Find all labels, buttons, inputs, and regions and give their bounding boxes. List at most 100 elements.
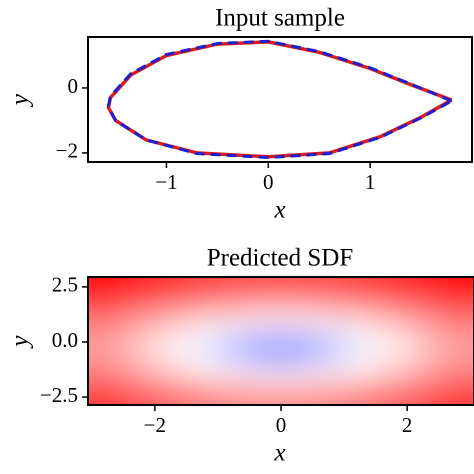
heatmap-cell [312,374,345,391]
heatmap-cell [312,309,345,327]
heatmap-cell [375,374,408,391]
heatmap-cell [186,293,219,311]
heatmap-cell [281,326,314,343]
heatmap-cell [217,357,250,375]
heatmap-cell [375,357,408,375]
heatmap-cell [407,357,440,375]
axes-frame [87,36,473,163]
heatmap-cell [217,326,250,343]
heatmap-cell [154,390,187,405]
heatmap-cell [154,374,187,391]
heatmap-cell [407,374,440,391]
heatmap-cell [123,326,156,343]
heatmap-cell [407,326,440,343]
x-axis-label: x [273,440,285,467]
heatmap-cell [123,293,156,311]
heatmap-cells [88,277,474,405]
plot-area [88,277,474,405]
heatmap-cell [154,341,187,359]
heatmap-cell [312,341,345,359]
x-tick-label: 2 [402,413,413,437]
heatmap-cell [186,390,219,405]
heatmap-cell [407,341,440,359]
heatmap-cell [375,309,408,327]
heatmap-cell [186,277,219,295]
chart-title: Predicted SDF [207,245,354,272]
heatmap-cell [249,374,282,391]
heatmap-cell [88,341,124,359]
heatmap-cell [249,309,282,327]
heatmap-cell [438,341,474,359]
heatmap-cell [88,326,124,343]
heatmap-cell [249,357,282,375]
heatmap-cell [88,309,124,327]
heatmap-cell [217,341,250,359]
y-axis-label: y [7,335,34,350]
heatmap-cell [88,374,124,391]
heatmap-cell [88,293,124,311]
curve [106,39,453,160]
heatmap-cell [312,326,345,343]
y-tick-label: 0.0 [52,328,78,352]
plot-area [106,39,453,160]
heatmap-cell [123,309,156,327]
heatmap-cell [375,341,408,359]
heatmap-cell [344,357,377,375]
heatmap-cell [375,326,408,343]
heatmap-cell [186,357,219,375]
heatmap-cell [344,374,377,391]
y-tick-label: 2.5 [52,273,78,297]
heatmap-cell [186,374,219,391]
y-tick-label: −2 [56,139,78,163]
heatmap-cell [186,341,219,359]
x-axis-label: x [273,197,285,224]
heatmap-cell [154,309,187,327]
heatmap-cell [186,309,219,327]
heatmap-cell [344,341,377,359]
x-tick-label: 1 [365,170,376,194]
heatmap-cell [281,277,314,295]
heatmap-cell [438,277,474,295]
heatmap-cell [438,357,474,375]
heatmap-cell [88,357,124,375]
heatmap-cell [217,309,250,327]
heatmap-cell [281,293,314,311]
heatmap-cell [438,374,474,391]
heatmap-cell [123,390,156,405]
heatmap-cell [344,390,377,405]
y-axis-label: y [7,93,34,108]
heatmap-cell [249,293,282,311]
heatmap-cell [344,309,377,327]
heatmap-cell [375,390,408,405]
heatmap-cell [249,390,282,405]
chart-title: Input sample [215,5,345,32]
heatmap-cell [154,277,187,295]
heatmap-cell [88,390,124,405]
heatmap-cell [281,341,314,359]
x-tick-label: 0 [276,413,287,437]
heatmap-cell [186,326,219,343]
heatmap-cell [407,309,440,327]
heatmap-cell [217,277,250,295]
heatmap-cell [123,357,156,375]
heatmap-cell [344,277,377,295]
heatmap-cell [217,374,250,391]
heatmap-cell [217,390,250,405]
heatmap-cell [249,277,282,295]
heatmap-cell [375,277,408,295]
heatmap-cell [312,357,345,375]
heatmap-cell [249,326,282,343]
heatmap-cell [154,326,187,343]
heatmap-cell [312,277,345,295]
heatmap-cell [123,374,156,391]
heatmap-cell [344,293,377,311]
heatmap-cell [438,293,474,311]
heatmap-cell [154,293,187,311]
heatmap-cell [344,326,377,343]
heatmap-cell [312,293,345,311]
y-tick-label: 0 [68,74,79,98]
heatmap-cell [438,326,474,343]
heatmap-cell [123,277,156,295]
